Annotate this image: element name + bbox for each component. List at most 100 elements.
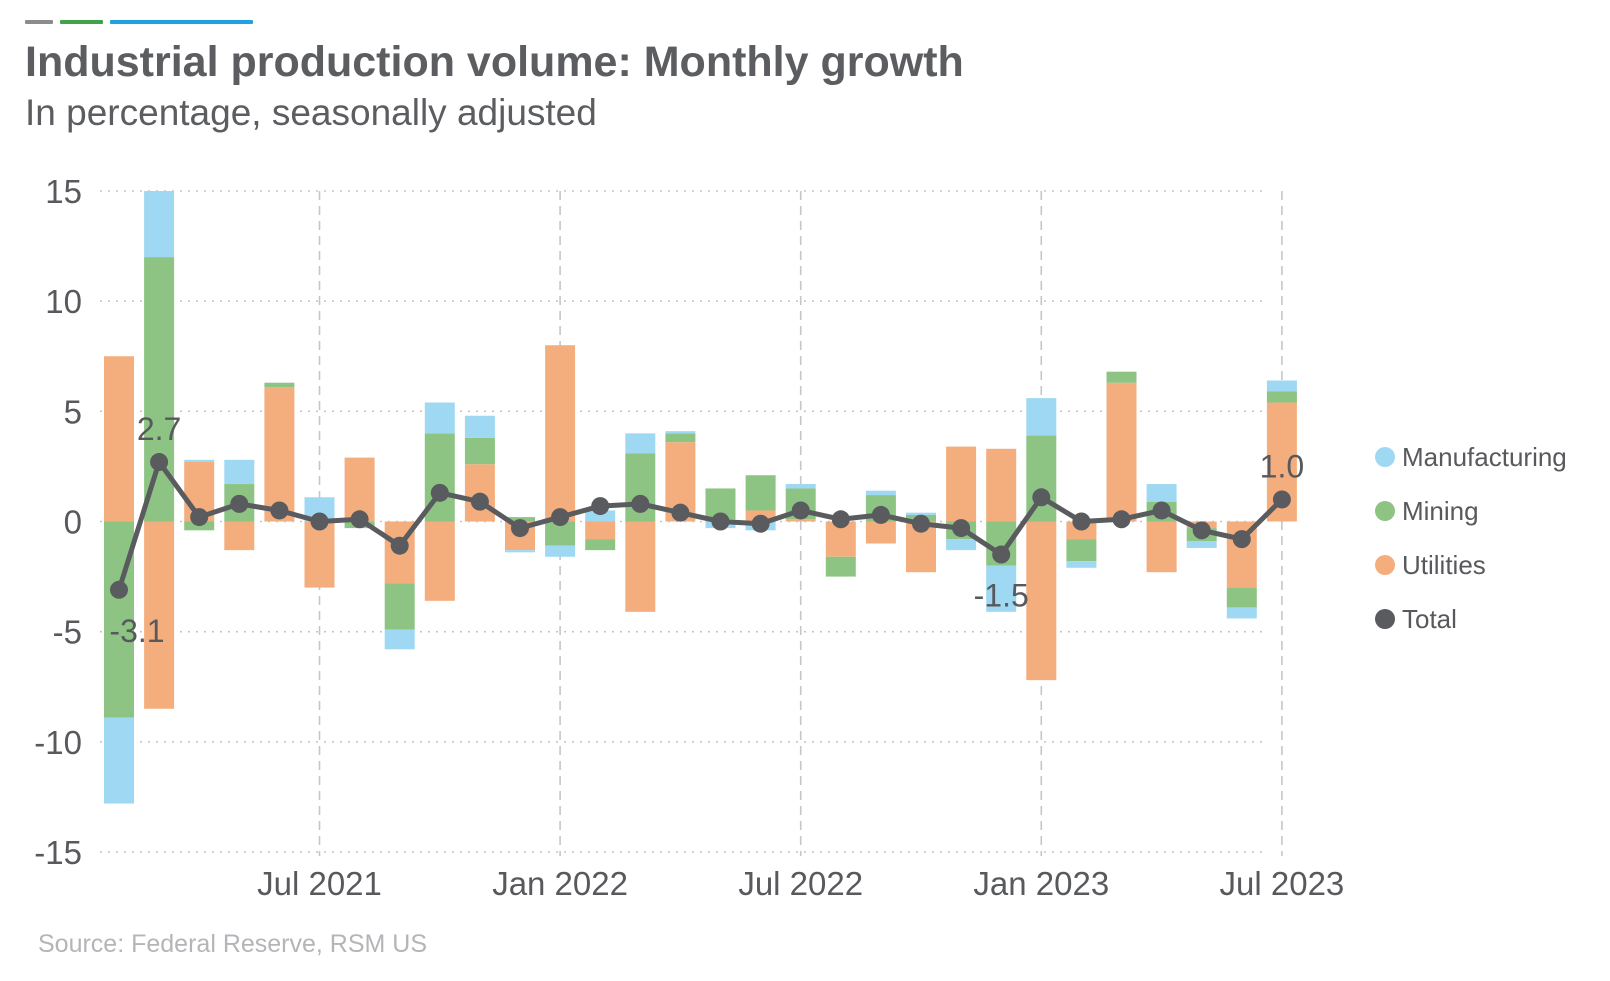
- bar-utilities-2022-02: [585, 521, 616, 540]
- bar-utilities-2021-07: [304, 521, 335, 588]
- y-tick-label: 10: [45, 283, 82, 320]
- source-note: Source: Federal Reserve, RSM US: [38, 930, 428, 958]
- bar-manufacturing-2021-12: [505, 550, 535, 553]
- bar-manufacturing-2021-02: [104, 717, 134, 804]
- data-label-total: 1.0: [1260, 448, 1304, 484]
- bar-utilities-2022-09: [865, 521, 896, 544]
- bar-mining-2022-04: [665, 433, 696, 443]
- bar-utilities-2022-07: [785, 519, 816, 522]
- legend-label-manufacturing: Manufacturing: [1402, 442, 1567, 472]
- total-point-2022-09: [871, 505, 890, 524]
- bar-manufacturing-2023-05: [1186, 541, 1217, 548]
- bar-manufacturing-2021-09: [384, 629, 415, 650]
- bar-mining-2022-02: [585, 539, 616, 551]
- bar-manufacturing-2022-10: [906, 512, 936, 515]
- total-point-2021-08: [350, 510, 369, 529]
- total-point-2022-02: [591, 497, 610, 516]
- bar-mining-2023-02: [1066, 539, 1097, 562]
- bar-mining-2023-07: [1266, 391, 1297, 403]
- x-tick-label: Jul 2022: [738, 865, 863, 902]
- data-labels-layer: -3.1 2.7 -1.5 1.0: [109, 411, 1304, 649]
- legend-swatch-mining: [1375, 501, 1395, 521]
- total-point-2021-07: [310, 512, 329, 531]
- y-tick-label: -15: [34, 834, 82, 871]
- bar-manufacturing-2023-01: [1026, 398, 1057, 436]
- total-point-2023-02: [1072, 512, 1091, 531]
- y-tick-label: 0: [64, 504, 82, 541]
- total-point-2022-12: [992, 545, 1011, 564]
- bar-manufacturing-2022-04: [665, 431, 696, 434]
- bar-manufacturing-2022-02: [585, 510, 616, 522]
- bar-utilities-2023-03: [1106, 382, 1137, 522]
- total-point-2021-04: [190, 508, 209, 527]
- axis-labels-layer: 15 10 5 0 -5 -10 -15 Jul 2021 Jan 2022 Jul 2022 Ja…: [34, 173, 1344, 902]
- y-tick-label: 5: [64, 393, 82, 430]
- legend: Manufacturing Mining Utilities Total: [1375, 442, 1567, 634]
- bar-manufacturing-2022-09: [865, 490, 896, 496]
- total-point-2023-07: [1272, 490, 1291, 509]
- bar-manufacturing-2022-12: [986, 565, 1017, 612]
- x-tick-label: Jan 2022: [492, 865, 628, 902]
- total-point-2023-04: [1152, 501, 1171, 520]
- bar-mining-2023-06: [1226, 587, 1257, 608]
- total-point-2022-08: [831, 510, 850, 529]
- bar-manufacturing-2021-11: [464, 415, 495, 438]
- accent-bar-gray: [25, 20, 53, 24]
- total-point-2021-12: [511, 519, 529, 538]
- data-label-total: -1.5: [974, 578, 1029, 614]
- total-point-2022-10: [912, 514, 930, 533]
- total-point-2022-03: [631, 494, 650, 513]
- total-point-2022-07: [791, 501, 810, 520]
- accent-bar-blue: [110, 20, 253, 24]
- total-point-2021-06: [270, 501, 289, 520]
- total-point-2022-05: [711, 512, 730, 531]
- y-tick-label: -5: [53, 614, 82, 651]
- bar-mining-2021-11: [464, 437, 495, 465]
- bar-manufacturing-2022-01: [545, 545, 576, 557]
- bar-mining-2023-01: [1026, 435, 1057, 522]
- bar-utilities-2023-01: [1026, 521, 1057, 681]
- accent-bar-green: [60, 20, 103, 24]
- y-tick-label: -10: [34, 724, 82, 761]
- bar-utilities-2021-05: [224, 521, 255, 551]
- bar-utilities-2022-03: [625, 521, 656, 612]
- y-tick-label: 15: [45, 173, 82, 210]
- bar-mining-2021-03: [144, 257, 175, 522]
- legend-label-utilities: Utilities: [1402, 550, 1486, 580]
- legend-item-total: Total: [1375, 604, 1457, 634]
- legend-item-manufacturing: Manufacturing: [1375, 442, 1567, 472]
- data-label-total: -3.1: [109, 613, 164, 649]
- total-line-layer: [110, 453, 1291, 599]
- total-point-2023-06: [1232, 530, 1251, 549]
- total-point-2021-03: [150, 453, 169, 472]
- legend-label-total: Total: [1402, 604, 1457, 634]
- total-point-2022-06: [751, 514, 770, 533]
- bar-utilities-2021-10: [424, 521, 455, 601]
- bar-mining-2023-03: [1106, 371, 1137, 383]
- bar-manufacturing-2022-11: [946, 539, 977, 551]
- bar-utilities-2022-11: [946, 446, 977, 522]
- total-point-2023-03: [1112, 510, 1131, 529]
- bar-utilities-2021-06: [264, 387, 295, 522]
- legend-swatch-total: [1375, 609, 1395, 629]
- bar-manufacturing-2021-05: [224, 459, 255, 485]
- total-point-2021-09: [390, 536, 409, 555]
- bar-utilities-2023-04: [1146, 521, 1177, 573]
- bar-mining-2022-06: [745, 475, 776, 511]
- total-point-2022-11: [952, 519, 971, 538]
- bar-manufacturing-2021-10: [424, 402, 455, 434]
- legend-item-mining: Mining: [1375, 496, 1479, 526]
- bar-manufacturing-2023-02: [1066, 561, 1097, 568]
- total-point-2021-02: [110, 580, 128, 599]
- bar-utilities-2021-02: [104, 356, 134, 522]
- grid-layer: [100, 190, 1283, 856]
- x-tick-label: Jul 2023: [1220, 865, 1345, 902]
- chart-title: Industrial production volume: Monthly gr…: [25, 38, 964, 86]
- bar-mining-2022-08: [825, 556, 856, 577]
- total-point-2021-05: [230, 494, 249, 513]
- bar-manufacturing-2022-07: [785, 484, 816, 489]
- bar-utilities-2022-01: [545, 345, 576, 522]
- bar-manufacturing-2023-04: [1146, 484, 1177, 502]
- total-point-2022-04: [671, 503, 690, 522]
